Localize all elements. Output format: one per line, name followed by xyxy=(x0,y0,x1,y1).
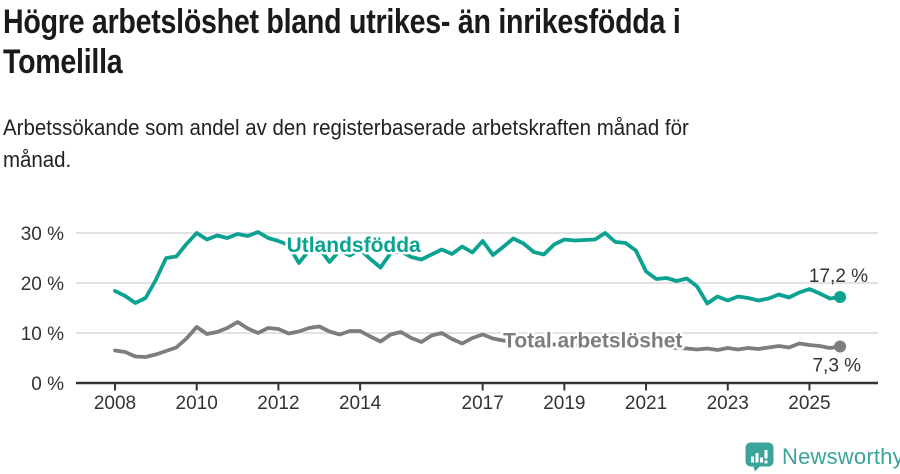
y-axis-tick-label: 20 % xyxy=(21,274,64,295)
x-axis-tick-label: 2010 xyxy=(176,393,218,414)
chart-subtitle: Arbetssökande som andel av den registerb… xyxy=(3,115,689,172)
series-end-dot xyxy=(834,291,847,303)
x-axis-tick-label: 2014 xyxy=(339,393,382,414)
x-axis-tick-label: 2021 xyxy=(625,393,667,414)
series-end-value-label: 7,3 % xyxy=(812,356,861,377)
x-axis-tick-label: 2012 xyxy=(257,393,299,414)
chart-title: Högre arbetslöshet bland utrikes- än inr… xyxy=(3,3,681,81)
y-axis-tick-label: 10 % xyxy=(21,324,64,345)
newsworthy-logo-icon xyxy=(745,442,774,472)
series-end-dot xyxy=(834,340,847,353)
y-axis-tick-label: 30 % xyxy=(21,224,64,245)
x-axis-tick-label: 2008 xyxy=(94,393,136,414)
x-axis-tick-label: 2017 xyxy=(462,393,504,414)
x-axis-tick-label: 2019 xyxy=(543,393,585,414)
series-end-value-label: 17,2 % xyxy=(809,266,868,287)
x-axis-tick-label: 2023 xyxy=(707,393,749,414)
series-label: Utlandsfödda xyxy=(287,234,421,257)
series-line-total xyxy=(113,320,842,359)
series-line-utlandsfodda xyxy=(113,230,842,306)
brand-name: Newsworthy xyxy=(782,444,900,469)
y-axis-tick-label: 0 % xyxy=(31,374,64,395)
x-axis-tick-label: 2025 xyxy=(788,393,830,414)
series-label: Total arbetslöshet xyxy=(503,330,682,353)
